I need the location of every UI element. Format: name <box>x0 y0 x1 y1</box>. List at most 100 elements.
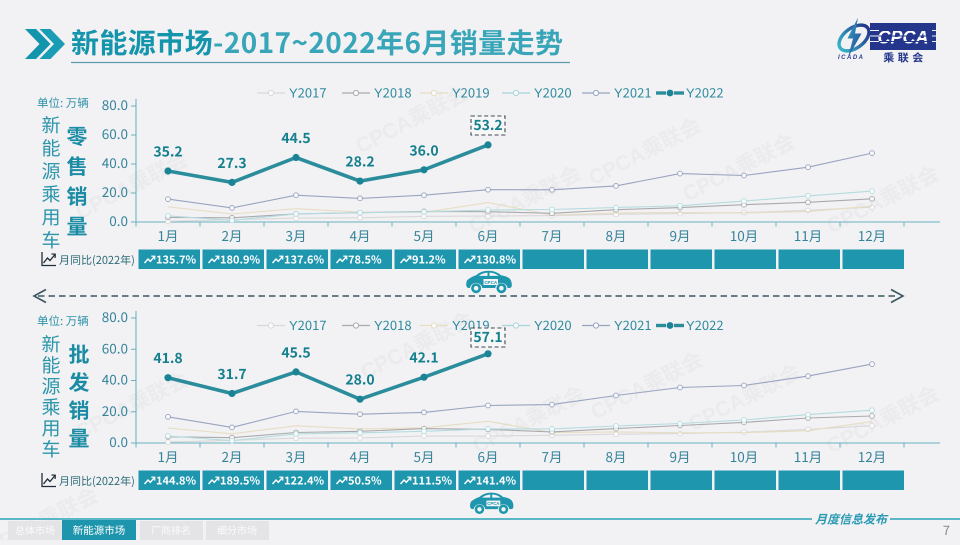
svg-text:量: 量 <box>67 211 88 241</box>
svg-text:78.5%: 78.5% <box>348 252 382 268</box>
svg-text:5月: 5月 <box>414 446 435 466</box>
svg-text:月同比(2022年): 月同比(2022年) <box>59 252 135 268</box>
svg-text:10月: 10月 <box>730 225 759 245</box>
svg-text:141.4%: 141.4% <box>476 473 517 489</box>
svg-text:Y2020: Y2020 <box>534 83 572 102</box>
svg-text:厂商排名: 厂商排名 <box>151 522 191 537</box>
svg-text:28.2: 28.2 <box>345 152 374 172</box>
svg-text:80.0: 80.0 <box>102 306 128 326</box>
svg-text:135.7%: 135.7% <box>156 252 197 268</box>
svg-text:乘联会: 乘联会 <box>883 50 927 66</box>
svg-text:122.4%: 122.4% <box>284 473 325 489</box>
svg-text:53.2: 53.2 <box>473 115 502 135</box>
svg-text:1月: 1月 <box>158 225 179 245</box>
svg-text:42.1: 42.1 <box>409 348 438 368</box>
svg-text:80.0: 80.0 <box>102 94 128 114</box>
svg-text:3月: 3月 <box>286 446 307 466</box>
svg-text:4月: 4月 <box>350 446 371 466</box>
svg-text:4月: 4月 <box>350 225 371 245</box>
svg-text:ICADA: ICADA <box>838 52 865 61</box>
svg-text:乘: 乘 <box>41 180 60 207</box>
svg-text:发: 发 <box>69 367 90 397</box>
svg-text:130.8%: 130.8% <box>476 252 517 268</box>
svg-text:7月: 7月 <box>542 225 563 245</box>
svg-text:28.0: 28.0 <box>345 370 374 390</box>
svg-text:量: 量 <box>69 423 90 453</box>
svg-text:乘: 乘 <box>41 393 60 420</box>
svg-text:6月: 6月 <box>478 446 499 466</box>
svg-text:189.5%: 189.5% <box>220 473 261 489</box>
svg-text:11月: 11月 <box>794 225 823 245</box>
svg-text:0.0: 0.0 <box>109 431 128 451</box>
svg-text:12月: 12月 <box>858 446 887 466</box>
svg-text:60.0: 60.0 <box>102 123 128 143</box>
svg-text:能: 能 <box>41 134 60 161</box>
svg-text:Y2022: Y2022 <box>686 83 724 102</box>
svg-text:111.5%: 111.5% <box>412 473 453 489</box>
svg-text:44.5: 44.5 <box>281 128 310 148</box>
svg-text:销: 销 <box>67 181 88 211</box>
svg-text:10月: 10月 <box>730 446 759 466</box>
svg-text:Y2022: Y2022 <box>686 315 724 334</box>
svg-text:40.0: 40.0 <box>102 369 128 389</box>
svg-text:60.0: 60.0 <box>102 337 128 357</box>
svg-text:27.3: 27.3 <box>217 153 246 173</box>
svg-text:35.2: 35.2 <box>153 142 182 162</box>
svg-text:7月: 7月 <box>542 446 563 466</box>
svg-text:31.7: 31.7 <box>217 364 246 384</box>
svg-text:36.0: 36.0 <box>409 140 438 160</box>
svg-text:180.9%: 180.9% <box>220 252 261 268</box>
svg-text:细分市场: 细分市场 <box>217 522 257 537</box>
svg-text:Y2017: Y2017 <box>289 83 327 102</box>
svg-text:Y2019: Y2019 <box>452 83 490 102</box>
svg-text:Y2020: Y2020 <box>534 315 572 334</box>
svg-text:45.5: 45.5 <box>281 342 310 362</box>
svg-text:批: 批 <box>69 339 90 369</box>
svg-text:源: 源 <box>41 372 60 399</box>
svg-text:新: 新 <box>41 111 60 138</box>
svg-text:Y2018: Y2018 <box>374 315 412 334</box>
svg-text:用: 用 <box>41 414 60 441</box>
svg-text:Y2021: Y2021 <box>614 315 652 334</box>
svg-text:2月: 2月 <box>222 225 243 245</box>
svg-text:12月: 12月 <box>858 225 887 245</box>
svg-text:零: 零 <box>67 121 88 151</box>
svg-text:0.0: 0.0 <box>109 210 128 230</box>
svg-text:售: 售 <box>67 151 88 181</box>
svg-text:137.6%: 137.6% <box>284 252 325 268</box>
svg-text:11月: 11月 <box>794 446 823 466</box>
svg-text:7: 7 <box>943 520 950 539</box>
svg-text:1月: 1月 <box>158 446 179 466</box>
svg-text:40.0: 40.0 <box>102 152 128 172</box>
svg-text:车: 车 <box>41 226 60 253</box>
svg-text:单位: 万辆: 单位: 万辆 <box>37 313 89 329</box>
svg-text:单位: 万辆: 单位: 万辆 <box>37 95 89 111</box>
svg-text:新能源市场: 新能源市场 <box>73 523 126 538</box>
svg-text:50.5%: 50.5% <box>348 473 382 489</box>
svg-text:Y2021: Y2021 <box>614 83 652 102</box>
svg-text:8月: 8月 <box>606 225 627 245</box>
svg-text:91.2%: 91.2% <box>412 252 446 268</box>
svg-text:5月: 5月 <box>414 225 435 245</box>
svg-text:3月: 3月 <box>286 225 307 245</box>
svg-text:Y2018: Y2018 <box>374 83 412 102</box>
svg-text:总体市场: 总体市场 <box>15 522 55 537</box>
svg-text:源: 源 <box>41 157 60 184</box>
svg-text:144.8%: 144.8% <box>156 473 197 489</box>
svg-text:20.0: 20.0 <box>102 181 128 201</box>
svg-text:57.1: 57.1 <box>473 327 502 347</box>
svg-text:6月: 6月 <box>478 225 499 245</box>
svg-text:销: 销 <box>69 395 90 425</box>
svg-text:41.8: 41.8 <box>153 348 182 368</box>
svg-text:用: 用 <box>41 203 60 230</box>
svg-text:新: 新 <box>41 330 60 357</box>
svg-text:9月: 9月 <box>670 225 691 245</box>
svg-text:2月: 2月 <box>222 446 243 466</box>
svg-text:月度信息发布: 月度信息发布 <box>815 511 889 528</box>
svg-text:Y2017: Y2017 <box>289 315 327 334</box>
svg-text:20.0: 20.0 <box>102 400 128 420</box>
svg-text:月同比(2022年): 月同比(2022年) <box>59 473 135 489</box>
svg-text:8月: 8月 <box>606 446 627 466</box>
svg-text:车: 车 <box>41 435 60 462</box>
svg-text:能: 能 <box>41 351 60 378</box>
